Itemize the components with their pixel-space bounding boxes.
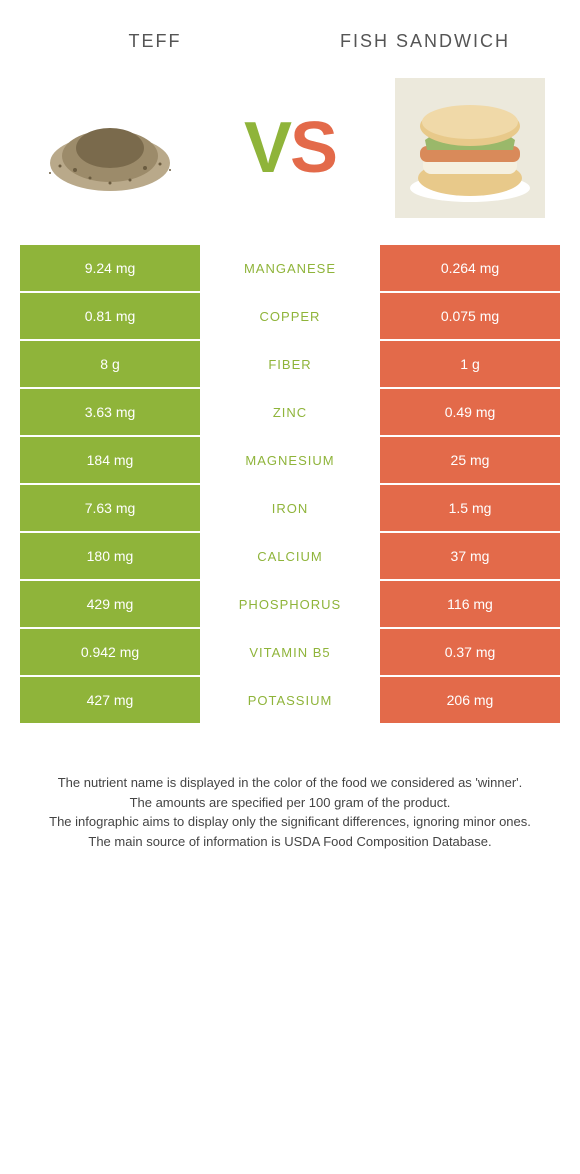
table-row: 7.63 mgIron1.5 mg: [20, 483, 560, 531]
right-value: 1.5 mg: [380, 485, 560, 531]
nutrient-name: Calcium: [200, 533, 380, 579]
nutrient-name: Copper: [200, 293, 380, 339]
table-row: 429 mgPhosphorus116 mg: [20, 579, 560, 627]
right-value: 0.264 mg: [380, 245, 560, 291]
left-food-image: [30, 78, 190, 218]
right-value: 1 g: [380, 341, 560, 387]
vs-label: VS: [244, 107, 336, 189]
nutrient-name: Vitamin B5: [200, 629, 380, 675]
vs-s: S: [290, 108, 336, 188]
left-value: 0.81 mg: [20, 293, 200, 339]
nutrient-name: Manganese: [200, 245, 380, 291]
footer-line: The infographic aims to display only the…: [40, 812, 540, 832]
left-food-title: Teff: [34, 30, 277, 53]
nutrient-table: 9.24 mgManganese0.264 mg0.81 mgCopper0.0…: [20, 243, 560, 723]
vs-v: V: [244, 108, 290, 188]
nutrient-name: Zinc: [200, 389, 380, 435]
header: Teff Fish sandwich: [0, 0, 580, 68]
sandwich-icon: [395, 78, 545, 218]
footer-line: The amounts are specified per 100 gram o…: [40, 793, 540, 813]
right-value: 116 mg: [380, 581, 560, 627]
footer-notes: The nutrient name is displayed in the co…: [0, 723, 580, 871]
left-value: 7.63 mg: [20, 485, 200, 531]
table-row: 8 gFiber1 g: [20, 339, 560, 387]
right-value: 25 mg: [380, 437, 560, 483]
right-food-title: Fish sandwich: [304, 30, 547, 53]
right-value: 0.49 mg: [380, 389, 560, 435]
table-row: 184 mgMagnesium25 mg: [20, 435, 560, 483]
table-row: 0.81 mgCopper0.075 mg: [20, 291, 560, 339]
left-value: 8 g: [20, 341, 200, 387]
table-row: 9.24 mgManganese0.264 mg: [20, 243, 560, 291]
nutrient-name: Fiber: [200, 341, 380, 387]
left-value: 9.24 mg: [20, 245, 200, 291]
left-value: 180 mg: [20, 533, 200, 579]
left-value: 3.63 mg: [20, 389, 200, 435]
right-food-image: [390, 78, 550, 218]
table-row: 427 mgPotassium206 mg: [20, 675, 560, 723]
footer-line: The main source of information is USDA F…: [40, 832, 540, 852]
right-value: 37 mg: [380, 533, 560, 579]
left-value: 429 mg: [20, 581, 200, 627]
right-value: 0.37 mg: [380, 629, 560, 675]
left-value: 0.942 mg: [20, 629, 200, 675]
nutrient-name: Phosphorus: [200, 581, 380, 627]
table-row: 180 mgCalcium37 mg: [20, 531, 560, 579]
left-value: 184 mg: [20, 437, 200, 483]
right-value: 206 mg: [380, 677, 560, 723]
right-value: 0.075 mg: [380, 293, 560, 339]
nutrient-name: Magnesium: [200, 437, 380, 483]
nutrient-name: Iron: [200, 485, 380, 531]
table-row: 0.942 mgVitamin B50.37 mg: [20, 627, 560, 675]
nutrient-name: Potassium: [200, 677, 380, 723]
table-row: 3.63 mgZinc0.49 mg: [20, 387, 560, 435]
teff-icon: [35, 88, 185, 208]
left-value: 427 mg: [20, 677, 200, 723]
footer-line: The nutrient name is displayed in the co…: [40, 773, 540, 793]
images-row: VS: [0, 68, 580, 243]
